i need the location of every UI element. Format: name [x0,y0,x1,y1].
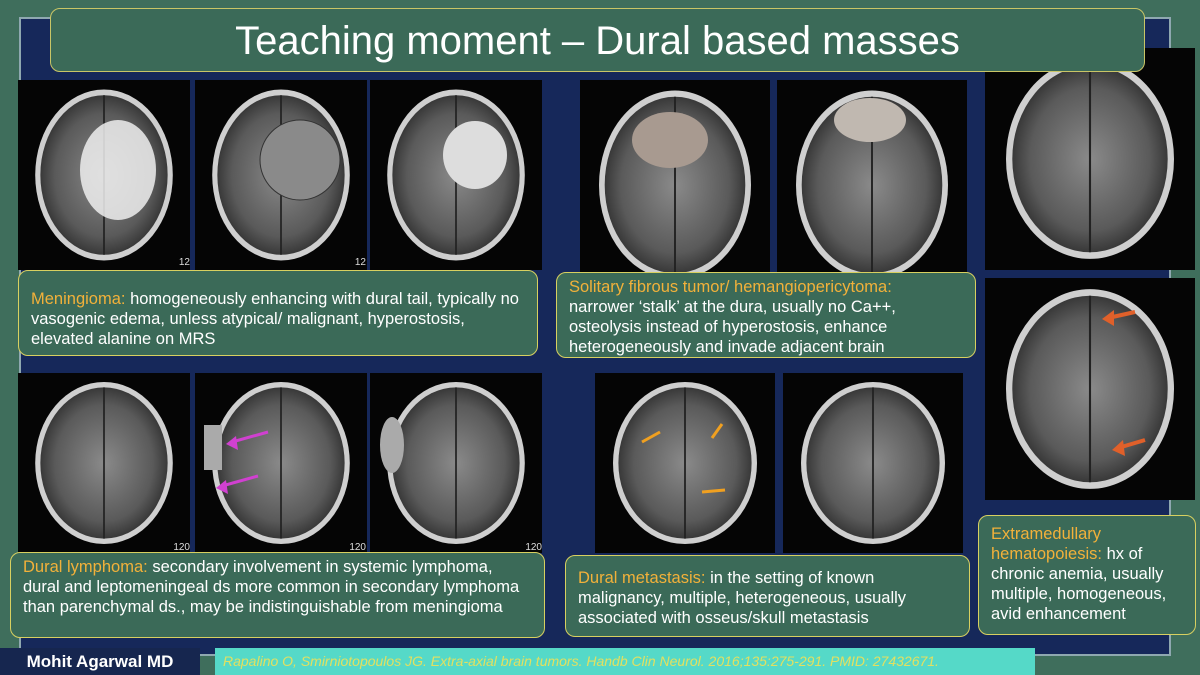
image-number: 120 [349,542,366,553]
mri-image [578,78,772,292]
mri-image [369,372,543,554]
caption: Meningioma: homogeneously enhancing with… [18,270,538,356]
image-number: 12 [179,257,191,268]
mri-image [782,372,964,554]
caption: Dural lymphoma: secondary involvement in… [10,552,545,638]
caption: Extramedullary hematopoiesis: hx of chro… [978,515,1196,635]
mri-image [17,79,191,271]
caption-heading: Dural lymphoma: [23,558,148,576]
caption-heading: Dural metastasis: [578,569,706,587]
caption: Dural metastasis: in the setting of know… [565,555,970,637]
mri-image [983,276,1197,502]
image-number: 12 [355,257,367,268]
mri-image [17,372,191,554]
image-number: 120 [525,542,542,553]
caption: Solitary fibrous tumor/ hemangiopericyto… [556,272,976,358]
image-number: 120 [173,542,190,553]
caption-text: narrower ‘stalk’ at the dura, usually no… [569,298,896,356]
caption-heading: Solitary fibrous tumor/ hemangiopericyto… [569,278,892,296]
mri-image [194,79,368,271]
caption-text: homogeneously enhancing with dural tail,… [31,290,519,348]
mri-image [594,372,776,554]
slide-title: Teaching moment – Dural based masses [50,8,1145,72]
mri-image [775,78,969,292]
author: Mohit Agarwal MD [0,648,200,675]
mri-image [369,79,543,271]
caption-heading: Meningioma: [31,290,126,308]
caption-text: secondary involvement in systemic lympho… [23,558,520,616]
caption-heading: Extramedullary hematopoiesis: [991,525,1102,563]
reference: Rapalino O, Smirniotopoulos JG. Extra-ax… [215,648,1035,675]
mri-image [983,46,1197,272]
caption-text: hx of chronic anemia, usually multiple, … [991,545,1167,623]
mri-image [194,372,368,554]
caption-text: in the setting of known malignancy, mult… [578,569,907,627]
